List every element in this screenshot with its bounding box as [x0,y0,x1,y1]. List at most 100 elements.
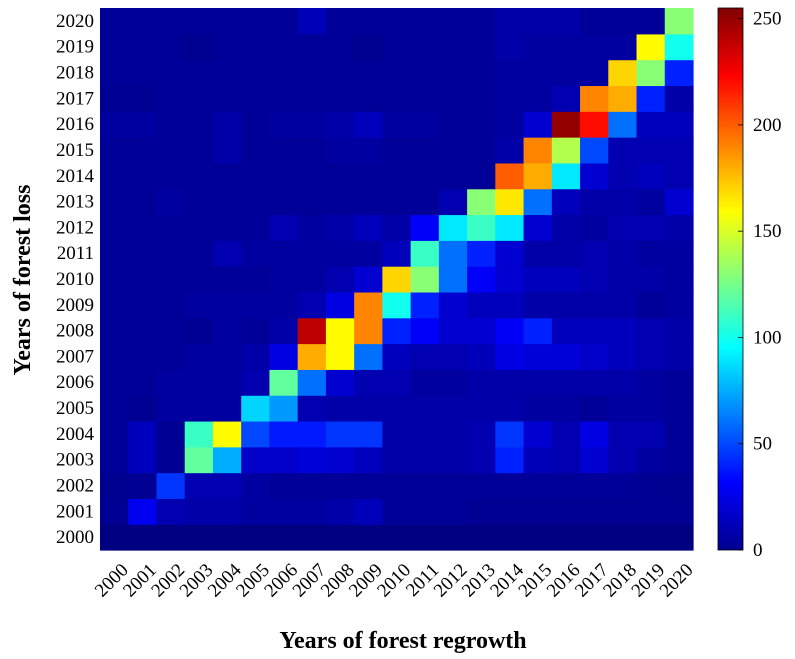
heatmap-cell [156,498,186,525]
heatmap-cell [325,446,355,474]
heatmap-cell [325,369,355,396]
heatmap-cell [241,85,271,112]
heatmap-cell [636,137,666,164]
heatmap-cell [269,137,299,164]
heatmap-cell [664,524,694,551]
heatmap-cell [269,188,299,216]
heatmap-cell [128,524,158,551]
heatmap-cell [156,369,186,396]
heatmap-cell [467,188,496,216]
heatmap-cell [212,420,242,448]
heatmap-cell [608,111,638,138]
heatmap-cell [269,111,299,138]
heatmap-cell [100,214,129,241]
heatmap-cell [156,162,186,190]
heatmap-cell [382,137,412,164]
heatmap-cell [467,472,496,499]
heatmap-cell [354,395,383,422]
heatmap-cell [410,266,440,293]
heatmap-cell [580,162,609,190]
heatmap-cell [241,472,271,499]
heatmap-cell [410,446,440,474]
heatmap-cell [438,266,468,293]
heatmap-cell [382,446,412,474]
heatmap-cell [608,446,638,474]
heatmap-cell [467,498,496,525]
y-tick-label: 2020 [56,11,94,32]
heatmap-cell [212,240,242,267]
heatmap-cell [664,240,694,267]
heatmap-cell [636,240,666,267]
heatmap-cell [580,214,609,241]
heatmap-cell [580,498,609,525]
heatmap-cell [580,188,609,216]
heatmap-cell [467,137,496,164]
heatmap-cell [156,33,186,61]
heatmap-cell [608,369,638,396]
heatmap-cell [664,266,694,293]
heatmap-cell [551,137,581,164]
heatmap-cell [184,188,214,216]
heatmap-cell [128,369,158,396]
heatmap-cell [269,420,299,448]
heatmap-cell [664,317,694,345]
heatmap-cell [523,214,553,241]
heatmap-cell [325,85,355,112]
y-tick-label: 2013 [56,192,94,213]
heatmap-cell [212,188,242,216]
heatmap-cell [128,111,158,138]
heatmap-cell [410,317,440,345]
heatmap-cell [551,343,581,370]
heatmap-cell [354,162,383,190]
y-tick-label: 2003 [56,450,94,471]
heatmap-cell [523,395,553,422]
heatmap-cell [438,395,468,422]
heatmap-cell [438,33,468,61]
y-axis-title: Years of forest loss [10,185,36,376]
heatmap-cell [495,214,525,241]
heatmap-cell [241,446,271,474]
heatmap-cell [551,162,581,190]
heatmap-cell [297,446,327,474]
heatmap-cell [523,188,553,216]
heatmap-cell [354,33,383,61]
heatmap-cell [184,291,214,319]
heatmap-cell [495,59,525,87]
heatmap-cell [297,240,327,267]
heatmap-cell [551,188,581,216]
heatmap-cell [354,240,383,267]
heatmap-cell [382,59,412,87]
heatmap-cell [241,111,271,138]
heatmap-cell [212,343,242,370]
heatmap-cell [325,291,355,319]
heatmap-cell [580,137,609,164]
heatmap-cell [100,524,129,551]
heatmap-cell [580,291,609,319]
heatmap-cell [438,343,468,370]
heatmap-cell [664,8,694,35]
heatmap-cell [467,214,496,241]
heatmap-cell [354,472,383,499]
heatmap-cell [523,85,553,112]
heatmap-cell [269,395,299,422]
y-tick-label: 2005 [56,398,94,419]
heatmap-cell [608,85,638,112]
heatmap-cell [438,446,468,474]
heatmap-cell [100,240,129,267]
heatmap-cell [269,317,299,345]
heatmap-cell [608,214,638,241]
heatmap-cell [269,8,299,35]
heatmap-cell [128,446,158,474]
heatmap-cell [156,317,186,345]
heatmap-cell [495,137,525,164]
heatmap-cell [523,472,553,499]
heatmap-cell [382,420,412,448]
heatmap-cell [438,472,468,499]
heatmap-cell [269,240,299,267]
heatmap-cell [128,8,158,35]
heatmap-cell [410,395,440,422]
heatmap-cell [636,395,666,422]
heatmap-cell [438,240,468,267]
heatmap-cell [354,317,383,345]
